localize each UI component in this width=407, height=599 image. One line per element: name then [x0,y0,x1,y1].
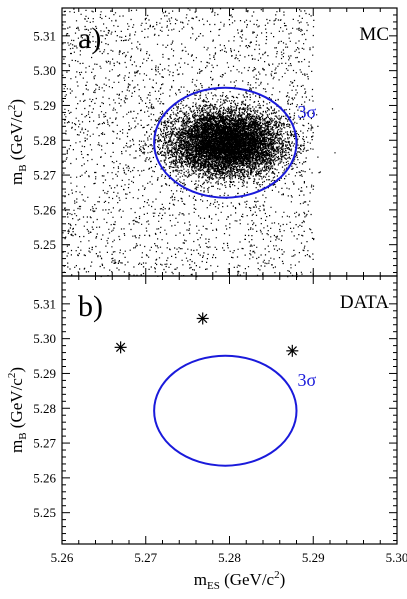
panel-b-frame [61,275,398,545]
y-tick-label: 5.31 [33,296,56,311]
data-point-marker [286,344,299,357]
panel-b: 5.25 5.26 5.27 5.28 5.29 5.30 5.31 5.26 5.27 5.28… [6,275,407,592]
y-tick-label: 5.28 [33,133,56,148]
y-tick-label: 5.28 [33,401,56,416]
mc-annotation: MC [359,24,389,45]
mc-3sigma-ellipse [153,86,298,199]
mc-scatter-dots [62,8,336,278]
data-point-marker [196,312,209,325]
data-points [114,312,299,357]
y-tick-label: 5.25 [33,505,56,520]
x-tick-label: 5.26 [51,550,74,565]
panel-b-y-axis-title: mB (GeV/c2) [6,367,29,453]
y-tick-label: 5.29 [33,366,56,381]
panel-a-y-axis-title: mB (GeV/c2) [6,99,29,185]
y-tick-label: 5.26 [33,202,56,217]
data-sigma-label: 3σ [298,370,317,390]
data-annotation: DATA [340,292,389,313]
data-point-marker [114,341,127,354]
panel-a-ticks: 5.25 5.26 5.27 5.28 5.29 5.30 5.31 [33,7,398,276]
panel-a: 5.25 5.26 5.27 5.28 5.29 5.30 5.31 a) MC 3σ mB… [6,7,398,278]
panel-b-ticks: 5.25 5.26 5.27 5.28 5.29 5.30 5.31 5.26 5.27 5.28… [33,275,407,565]
y-tick-label: 5.26 [33,470,56,485]
x-tick-label: 5.27 [134,550,157,565]
mc-sigma-label: 3σ [298,102,317,122]
y-tick-label: 5.27 [33,436,56,451]
data-3sigma-ellipse [153,354,298,467]
y-tick-label: 5.31 [33,28,56,43]
y-tick-label: 5.30 [33,331,56,346]
x-tick-label: 5.29 [302,550,325,565]
y-tick-label: 5.30 [33,63,56,78]
x-axis-title: mES (GeV/c2) [194,569,286,592]
y-tick-label: 5.25 [33,237,56,252]
mc-scatter-points [62,8,336,278]
y-tick-label: 5.27 [33,168,56,183]
x-tick-label: 5.28 [218,550,241,565]
x-tick-label: 5.30 [386,550,407,565]
panel-b-label: b) [78,290,103,323]
panel-a-label: a) [78,22,101,55]
y-tick-label: 5.29 [33,98,56,113]
